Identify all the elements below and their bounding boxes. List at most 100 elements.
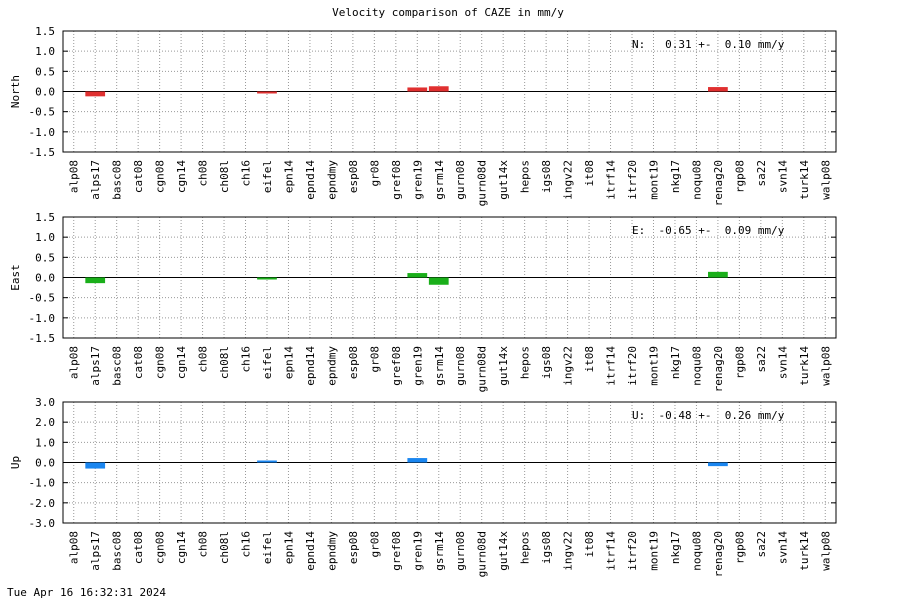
x-tick-label: ingv22 xyxy=(562,531,575,571)
x-tick-label: esp08 xyxy=(347,160,360,193)
x-tick-label: rgp08 xyxy=(733,160,746,193)
bar-alps17 xyxy=(85,462,106,469)
x-tick-label: cgn14 xyxy=(175,160,188,193)
chart-title: Velocity comparison of CAZE in mm/y xyxy=(332,6,564,19)
y-tick-label: 2.0 xyxy=(35,416,55,429)
bar-eifel xyxy=(257,91,277,94)
x-tick-label: itrf14 xyxy=(605,160,618,200)
y-tick-label: -0.5 xyxy=(29,106,56,119)
x-tick-label: gref08 xyxy=(390,160,403,200)
x-tick-label: gurn08 xyxy=(454,160,467,200)
bar-gsrm14 xyxy=(428,86,449,92)
stat-annotation: N: 0.31 +- 0.10 mm/y xyxy=(632,38,785,51)
x-tick-label: eifel xyxy=(261,531,274,564)
x-tick-label: itrf20 xyxy=(626,160,639,200)
x-tick-label: alps17 xyxy=(89,531,102,571)
bar-eifel xyxy=(257,460,277,463)
x-tick-label: ch16 xyxy=(240,346,253,373)
x-tick-label: igs08 xyxy=(540,531,553,564)
bar-gren19 xyxy=(407,87,428,92)
x-tick-label: cat08 xyxy=(132,346,145,379)
x-tick-label: nkg17 xyxy=(669,531,682,564)
x-tick-label: hepos xyxy=(519,531,532,564)
x-tick-label: turk14 xyxy=(798,160,811,200)
x-tick-label: renag20 xyxy=(712,160,725,206)
x-tick-label: rgp08 xyxy=(733,346,746,379)
x-tick-label: turk14 xyxy=(798,531,811,571)
x-tick-label: gren19 xyxy=(411,531,424,571)
stat-annotation: U: -0.48 +- 0.26 mm/y xyxy=(632,409,785,422)
y-axis-label: East xyxy=(9,264,22,291)
x-tick-label: cgn14 xyxy=(175,531,188,564)
x-tick-label: svn14 xyxy=(776,346,789,379)
x-tick-label: ch08l xyxy=(218,160,231,193)
x-tick-label: cat08 xyxy=(132,531,145,564)
x-tick-label: mont19 xyxy=(647,160,660,200)
x-tick-label: epnd14 xyxy=(304,531,317,571)
y-tick-label: -2.0 xyxy=(29,497,56,510)
panel-east: 1.5 1.0 0.5 0.0 -0.5 -1.0 -1.5 alp08 alps17 basc0… xyxy=(9,211,837,392)
x-tick-label: rgp08 xyxy=(733,531,746,564)
x-tick-label: sa22 xyxy=(755,346,768,373)
x-tick-label: gut14x xyxy=(497,346,510,386)
y-tick-label: -1.0 xyxy=(29,312,56,325)
x-tick-label: cgn14 xyxy=(175,346,188,379)
x-tick-label: cgn08 xyxy=(154,346,167,379)
panel-north: 1.5 1.0 0.5 0.0 -0.5 -1.0 -1.5 alp08 alps17 basc0… xyxy=(9,25,837,206)
bar-gren19 xyxy=(407,273,428,278)
x-tick-label: sa22 xyxy=(755,160,768,187)
y-tick-label: -0.5 xyxy=(29,292,56,305)
x-tick-label: ch08 xyxy=(197,160,210,187)
y-tick-label: 0.5 xyxy=(35,65,55,78)
bar-gsrm14 xyxy=(428,277,449,285)
x-tick-label: epn14 xyxy=(282,531,295,564)
y-tick-label: -1.5 xyxy=(29,332,56,345)
x-tick-label: alp08 xyxy=(68,531,81,564)
x-tick-label: gurn08d xyxy=(476,531,489,577)
x-tick-label: cgn08 xyxy=(154,531,167,564)
x-tick-label: walp08 xyxy=(819,160,832,200)
x-tick-label: igs08 xyxy=(540,160,553,193)
y-tick-label: 0.0 xyxy=(35,86,55,99)
x-tick-label: esp08 xyxy=(347,531,360,564)
x-tick-label: ch08 xyxy=(197,346,210,373)
x-tick-label: gsrm14 xyxy=(433,346,446,386)
x-tick-label: svn14 xyxy=(776,531,789,564)
x-tick-label: ch16 xyxy=(240,531,253,558)
x-tick-label: epnd14 xyxy=(304,346,317,386)
x-tick-label: epndmy xyxy=(325,160,338,200)
x-tick-label: gr08 xyxy=(368,531,381,558)
x-tick-label: epnd14 xyxy=(304,160,317,200)
y-tick-label: 0.5 xyxy=(35,251,55,264)
panel-up: 3.0 2.0 1.0 0.0 -1.0 -2.0 -3.0 alp08 alps17 basc0… xyxy=(9,396,837,577)
x-tick-label: alp08 xyxy=(68,160,81,193)
x-tick-label: basc08 xyxy=(111,160,124,200)
bar-alps17 xyxy=(85,91,106,97)
x-tick-label: gref08 xyxy=(390,346,403,386)
x-tick-label: eifel xyxy=(261,346,274,379)
x-tick-label: noqu08 xyxy=(690,160,703,200)
x-tick-label: ingv22 xyxy=(562,346,575,386)
x-tick-label: alps17 xyxy=(89,346,102,386)
x-tick-label: noqu08 xyxy=(690,531,703,571)
x-tick-label: itrf14 xyxy=(605,531,618,571)
bar-renag20 xyxy=(708,271,728,278)
y-axis-label: Up xyxy=(9,456,22,469)
plot-frame xyxy=(62,30,837,153)
x-tick-label: gurn08 xyxy=(454,346,467,386)
bar-eifel xyxy=(257,277,277,280)
x-tick-label: ch08 xyxy=(197,531,210,558)
x-tick-label: itrf14 xyxy=(605,346,618,386)
x-tick-label: it08 xyxy=(583,531,596,558)
x-tick-label: gut14x xyxy=(497,531,510,571)
x-tick-label: basc08 xyxy=(111,346,124,386)
y-tick-label: 1.0 xyxy=(35,436,55,449)
x-tick-label: esp08 xyxy=(347,346,360,379)
x-tick-label: epn14 xyxy=(282,160,295,193)
x-tick-label: mont19 xyxy=(647,531,660,571)
x-tick-label: gsrm14 xyxy=(433,160,446,200)
plot-frame xyxy=(62,401,837,524)
x-tick-label: basc08 xyxy=(111,531,124,571)
x-tick-label: ch08l xyxy=(218,531,231,564)
y-tick-label: -1.0 xyxy=(29,126,56,139)
